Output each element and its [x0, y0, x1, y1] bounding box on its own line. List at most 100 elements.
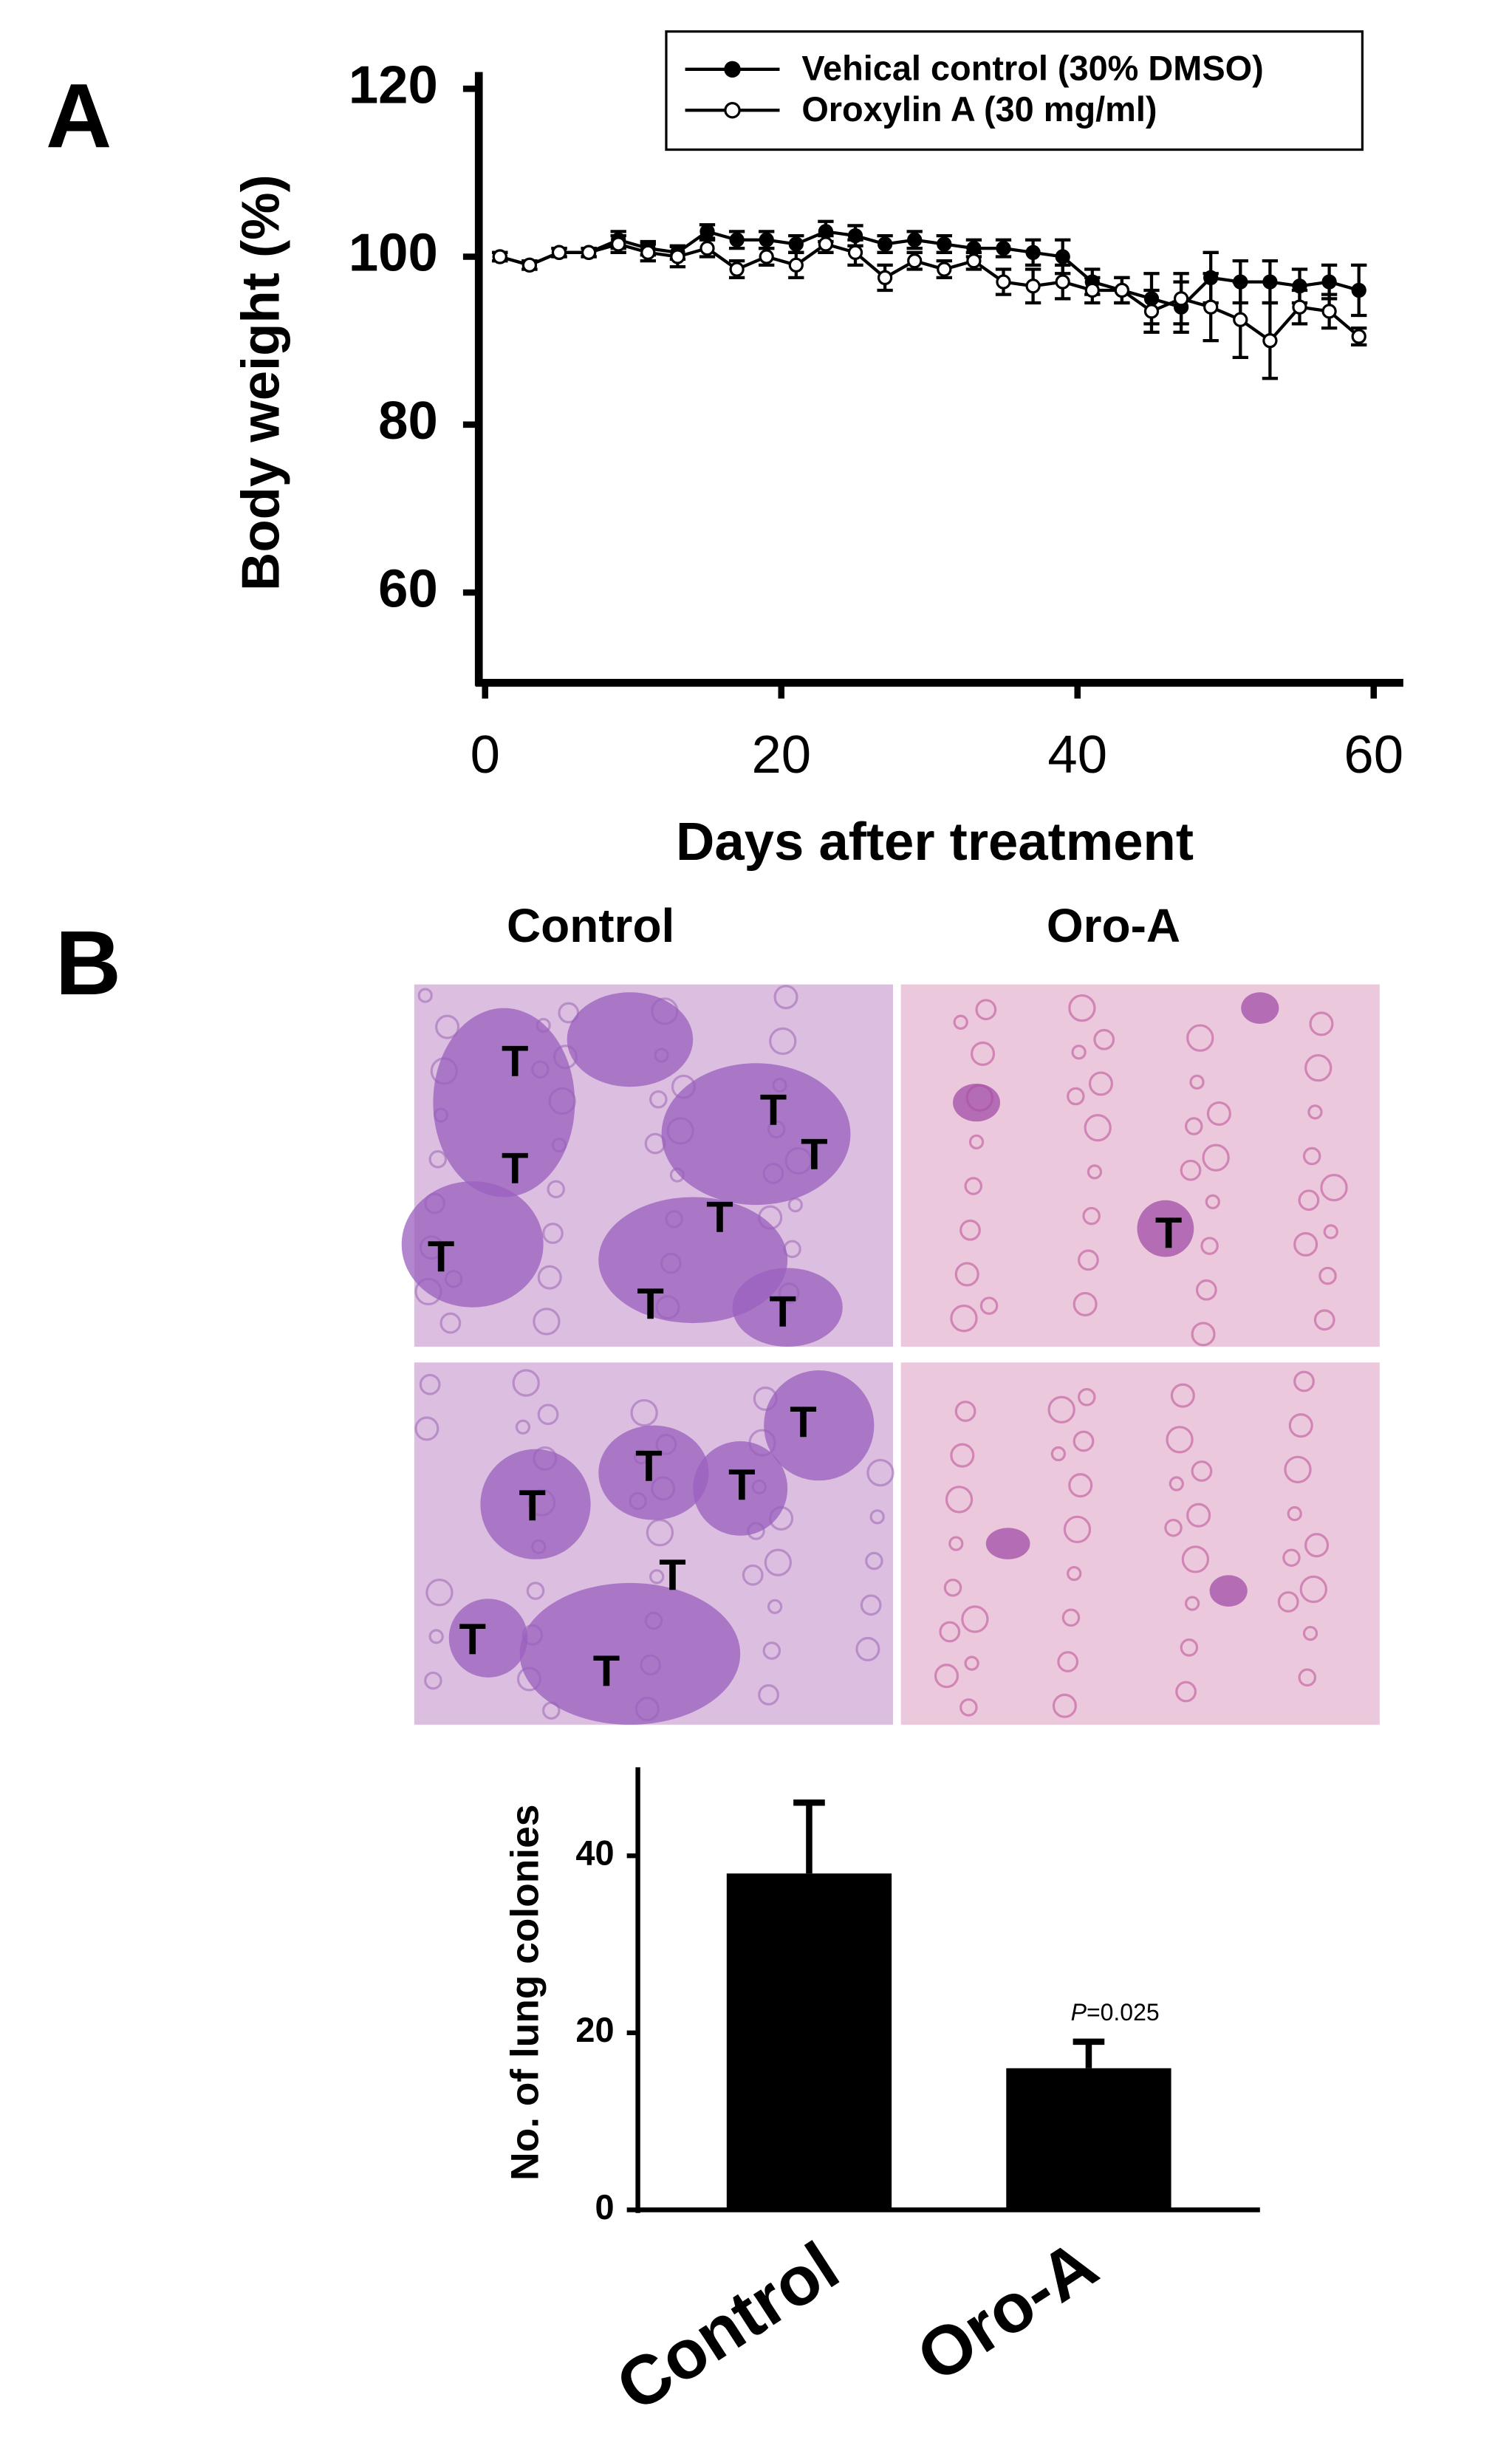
tissue-texture — [950, 1305, 978, 1333]
series-line — [499, 230, 1360, 310]
tissue-texture — [414, 1416, 439, 1441]
tumor-region — [480, 1449, 591, 1559]
tissue-texture — [769, 1027, 797, 1056]
tissue-texture — [762, 1641, 781, 1660]
tissue-texture — [515, 1419, 531, 1435]
tumor-marker: T — [635, 1441, 662, 1491]
tissue-texture — [1287, 1505, 1302, 1522]
x-tick-label: Control — [603, 2226, 852, 2426]
tissue-texture — [1068, 1473, 1093, 1498]
tumor-marker: T — [770, 1287, 796, 1336]
histology-image — [900, 1362, 1380, 1725]
tissue-texture — [1186, 1024, 1214, 1052]
tumor-marker: T — [459, 1615, 485, 1664]
column-title: Control — [507, 899, 674, 952]
tissue-texture — [954, 1401, 976, 1422]
tissue-texture — [537, 1265, 562, 1290]
tissue-texture — [1169, 1476, 1184, 1491]
tissue-texture — [542, 1223, 564, 1244]
tissue-texture — [1189, 1074, 1205, 1090]
tissue-texture — [954, 1262, 979, 1287]
data-point — [1321, 304, 1337, 319]
tissue-texture — [1180, 1159, 1202, 1181]
data-point — [996, 240, 1011, 256]
tissue-texture — [1200, 1237, 1219, 1255]
tumor-marker: T — [1155, 1209, 1182, 1258]
tissue-texture — [945, 1486, 974, 1514]
tissue-texture — [1166, 1426, 1194, 1454]
data-point — [1025, 245, 1041, 260]
error-bar — [793, 1800, 825, 1874]
tissue-texture — [1205, 1194, 1220, 1210]
tumor-region — [732, 1268, 843, 1347]
data-point — [729, 262, 745, 277]
tissue-texture — [865, 1551, 883, 1571]
data-point — [847, 245, 863, 260]
tissue-texture — [435, 1014, 460, 1039]
data-point — [699, 224, 715, 239]
tissue-texture — [646, 1518, 674, 1547]
tissue-texture — [1284, 1455, 1312, 1484]
tumor-marker: T — [637, 1279, 663, 1329]
y-axis-title: Body weight (%) — [230, 174, 290, 591]
y-tick-label: 20 — [575, 2011, 614, 2049]
column-title: Oro-A — [1047, 899, 1180, 952]
tumor-region — [433, 1008, 575, 1197]
tumor-region — [1209, 1575, 1248, 1607]
data-point — [1292, 299, 1307, 315]
x-tick-label: 60 — [1344, 725, 1403, 785]
tumor-marker: T — [519, 1480, 545, 1530]
tissue-texture — [1068, 994, 1096, 1022]
data-point — [611, 236, 626, 252]
tissue-texture — [526, 1582, 545, 1600]
tumor-region — [519, 1582, 741, 1725]
data-point — [492, 249, 507, 264]
tissue-texture — [1293, 1370, 1315, 1392]
tissue-texture — [428, 1629, 444, 1644]
tissue-texture — [419, 1373, 441, 1395]
tissue-texture — [1180, 1638, 1199, 1657]
tissue-texture — [1298, 1668, 1317, 1687]
data-point — [1262, 333, 1278, 349]
tissue-texture — [537, 1404, 559, 1426]
tissue-texture — [1309, 1011, 1334, 1036]
error-bar — [1073, 2038, 1105, 2068]
data-point — [877, 270, 893, 286]
data-point — [1025, 278, 1041, 294]
tissue-texture — [964, 1177, 983, 1195]
tissue-texture — [1057, 1651, 1079, 1672]
tissue-texture — [1302, 1146, 1321, 1166]
tissue-texture — [1181, 1545, 1210, 1573]
tissue-texture — [1061, 1608, 1081, 1627]
data-point — [937, 236, 952, 252]
tissue-texture — [1323, 1224, 1338, 1240]
data-point — [1351, 282, 1366, 298]
tissue-texture — [1318, 1266, 1337, 1285]
tissue-texture — [1307, 1104, 1323, 1120]
data-point — [640, 245, 656, 260]
tissue-texture — [950, 1443, 975, 1468]
tissue-texture — [558, 1002, 580, 1024]
x-tick-label: 40 — [1047, 725, 1107, 785]
legend-label: Oroxylin A (30 mg/ml) — [801, 90, 1157, 129]
data-point — [1114, 282, 1130, 298]
tumor-region — [598, 1425, 709, 1520]
data-point — [581, 245, 597, 260]
tissue-texture — [742, 1564, 764, 1586]
tissue-texture — [1288, 1413, 1313, 1438]
data-point — [551, 245, 567, 260]
tumor-region — [693, 1440, 788, 1536]
tissue-texture — [1170, 1383, 1195, 1408]
tissue-texture — [1063, 1515, 1092, 1544]
tumor-marker: T — [760, 1085, 787, 1135]
data-point — [1055, 274, 1070, 290]
tissue-texture — [512, 1369, 540, 1397]
tumor-region — [567, 992, 694, 1087]
tissue-texture — [764, 1548, 793, 1576]
tissue-texture — [1277, 1591, 1299, 1613]
tissue-texture — [1313, 1309, 1335, 1331]
tissue-texture — [547, 1180, 565, 1199]
x-axis-title: Days after treatment — [676, 812, 1194, 872]
tumor-region — [401, 1181, 544, 1308]
data-point — [670, 249, 685, 264]
